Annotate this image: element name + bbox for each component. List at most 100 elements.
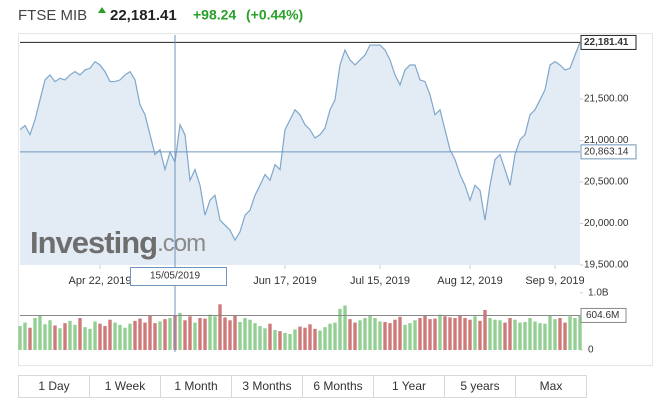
volume-bar [293,329,297,350]
volume-bar [578,315,582,350]
volume-bar [323,327,327,350]
volume-bar [553,319,557,350]
volume-bar [113,322,117,350]
y-tick-label: 21,000.00 [584,135,629,146]
volume-bar [98,323,102,350]
period-button[interactable]: 1 Day [18,375,90,398]
volume-bar [513,319,517,350]
period-button-label: Max [540,379,563,393]
volume-bar [448,317,452,350]
volume-bar [433,318,437,350]
period-button-label: 6 Months [313,379,362,393]
volume-bar [428,319,432,350]
volume-bar [533,321,537,350]
volume-bar [288,334,292,350]
volume-bar [508,318,512,350]
chart-frame [18,33,653,366]
volume-bar [353,322,357,350]
volume-bar [163,319,167,350]
volume-bar [248,319,252,350]
volume-bar [558,318,562,350]
period-button[interactable]: 1 Month [160,375,232,398]
volume-bar [223,317,227,350]
volume-bar [493,319,497,350]
volume-bar [63,323,67,350]
volume-bar [243,318,247,350]
volume-bar [118,324,122,350]
period-button[interactable]: 5 years [444,375,516,398]
volume-bar [78,318,82,350]
volume-bar [138,318,142,350]
volume-bar [278,331,282,350]
volume-bar [518,322,522,350]
period-button-label: 1 Week [105,379,146,393]
volume-bar [263,328,267,350]
period-button-label: 5 years [460,379,499,393]
x-tick-label: Jun 17, 2019 [253,275,317,287]
price: 22,181.41 [110,7,177,24]
volume-bar [153,323,157,350]
period-button-label: 1 Month [174,379,217,393]
period-button[interactable]: 1 Week [89,375,161,398]
y-tick-label: 20,500.00 [584,177,629,188]
volume-bar [128,323,132,350]
volume-bar [473,316,477,350]
last-price-label: 22,181.41 [584,37,629,48]
volume-bar [108,319,112,350]
volume-bar [348,319,352,350]
volume-bar [28,327,32,350]
watermark: Investing.com [30,225,205,260]
volume-bar [463,318,467,350]
volume-bar [563,322,567,350]
x-tick-label: Aug 12, 2019 [437,275,502,287]
period-button[interactable]: 3 Months [231,375,303,398]
volume-bar [233,315,237,350]
volume-bar [338,308,342,350]
period-button[interactable]: 6 Months [302,375,374,398]
volume-bar [363,318,367,350]
volume-bar [198,318,202,350]
price-line [19,42,581,242]
y-tick-label: 21,500.00 [584,94,629,105]
volume-bar [148,315,152,350]
volume-bar [528,318,532,350]
volume-bar [143,322,147,350]
volume-bar [23,322,27,350]
volume-bar [218,304,222,350]
volume-bar [298,326,302,350]
volume-bar [283,332,287,350]
x-tick-label: Sep 9, 2019 [525,275,584,287]
volume-bar [358,320,362,350]
volume-bar [103,326,107,350]
volume-bar [573,318,577,350]
x-tick-label: Apr 22, 2019 [69,275,132,287]
volume-bar [53,325,57,350]
volume-bar [343,305,347,350]
price-area [20,42,580,266]
volume-bar [523,322,527,350]
volume-bar [123,327,127,350]
change: +98.24 [193,7,236,23]
period-button[interactable]: 1 Year [373,375,445,398]
period-button[interactable]: Max [515,375,587,398]
crosshair-date: 15/05/2019 [150,271,200,282]
index-name: FTSE MIB [18,7,87,24]
volume-bar [478,320,482,350]
crosshair-value-box [580,144,637,160]
volume-bar [538,323,542,350]
volume-bar [393,319,397,350]
y-tick-label: 19,500.00 [584,260,629,271]
volume-bar [443,316,447,350]
volume-bar [468,319,472,350]
y-tick-label: 0 [588,345,594,356]
volume-bar [58,328,62,350]
volume-bar [158,321,162,350]
volume-bar [453,318,457,350]
volume-bar [18,326,22,350]
volume-bar [318,330,322,350]
watermark-suffix: .com [157,230,205,257]
volume-bar [68,320,72,350]
volume-bar [378,321,382,350]
volume-bar [273,330,277,350]
